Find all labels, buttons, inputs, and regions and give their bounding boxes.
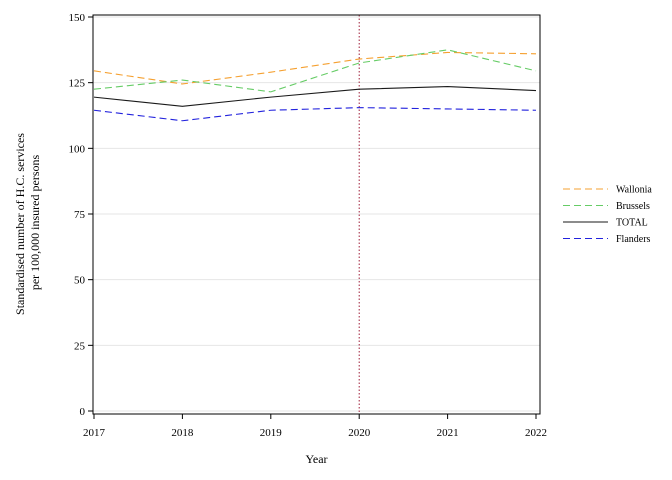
- y-axis-title-line-1: Standardised number of H.C. services: [13, 133, 27, 315]
- legend-label-total: TOTAL: [616, 218, 648, 229]
- series-line-wallonia: [93, 51, 537, 85]
- series-line-flanders: [93, 107, 537, 122]
- y-tick-label: 75: [74, 209, 86, 221]
- y-tick-label: 150: [69, 12, 86, 24]
- y-axis-ticks: 0 25 50 75 100 125 150: [69, 12, 93, 418]
- x-axis-title: Year: [305, 452, 327, 466]
- y-tick-label: 25: [74, 340, 86, 352]
- series-line-brussels: [93, 49, 537, 93]
- legend-label-wallonia: Wallonia: [616, 185, 652, 196]
- x-tick-label: 2018: [171, 427, 194, 439]
- x-axis-ticks: 2017 2018 2019 2020 2021 2022: [83, 414, 547, 439]
- series-lines: [93, 49, 537, 122]
- x-tick-label: 2017: [83, 427, 106, 439]
- y-tick-label: 50: [74, 275, 86, 287]
- x-tick-label: 2019: [260, 427, 283, 439]
- series-line-total: [93, 86, 537, 107]
- x-tick-label: 2022: [525, 427, 547, 439]
- legend: Wallonia Brussels TOTAL Flanders: [563, 185, 652, 245]
- gridlines: [93, 16, 540, 412]
- y-axis-title: Standardised number of H.C. services per…: [13, 130, 42, 315]
- legend-label-flanders: Flanders: [616, 234, 651, 245]
- x-tick-label: 2020: [348, 427, 371, 439]
- x-tick-label: 2021: [437, 427, 459, 439]
- legend-label-brussels: Brussels: [616, 201, 650, 212]
- y-axis-title-line-2: per 100,000 insured persons: [28, 155, 42, 291]
- y-tick-label: 0: [80, 406, 86, 418]
- y-tick-label: 100: [69, 143, 86, 155]
- y-tick-label: 125: [69, 78, 86, 90]
